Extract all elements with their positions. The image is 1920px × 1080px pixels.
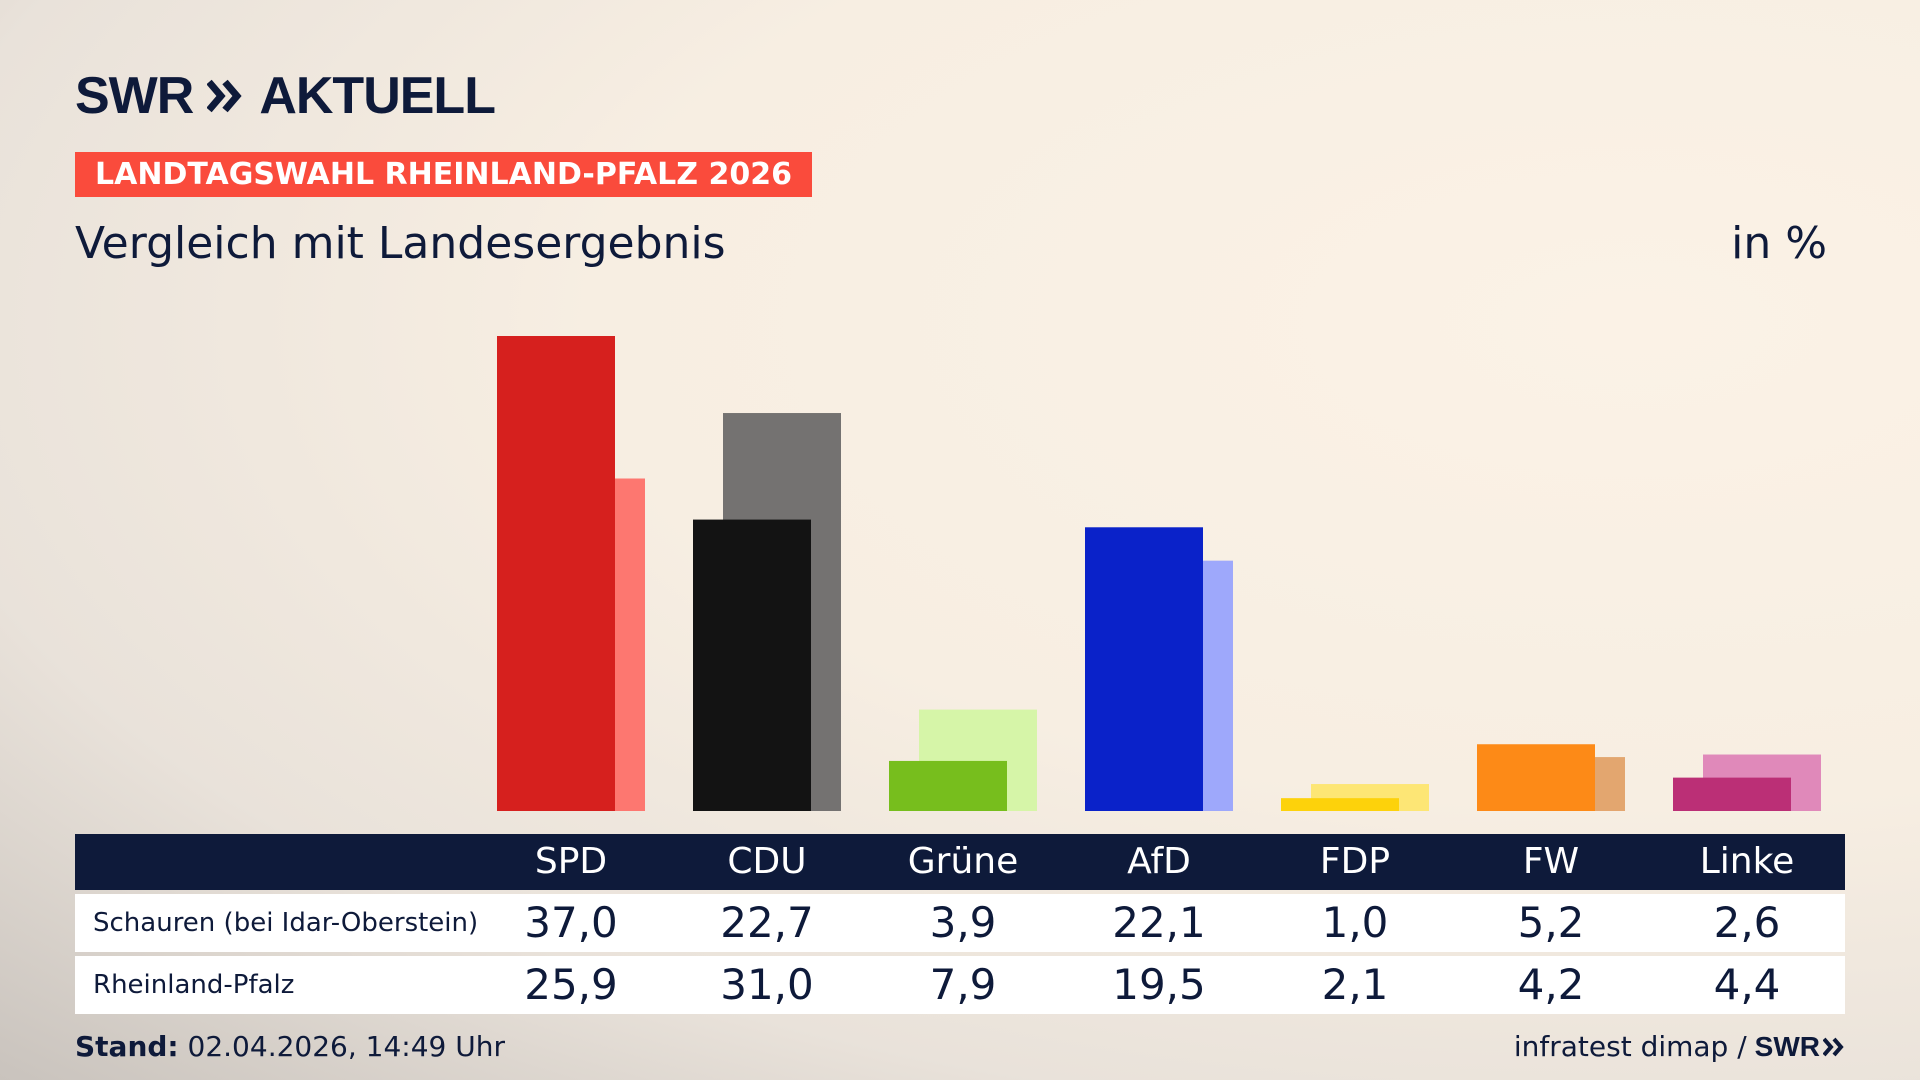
- bar-local-spd: [497, 336, 615, 811]
- election-badge: LANDTAGSWAHL RHEINLAND-PFALZ 2026: [75, 152, 812, 197]
- party-header-spd: SPD: [534, 841, 608, 882]
- logo-swr-text: SWR: [75, 67, 194, 125]
- bar-chart: [497, 336, 1821, 811]
- row-label-local: Schauren (bei Idar-Oberstein): [93, 908, 479, 938]
- value-cell-fdp: 2,1: [1321, 960, 1389, 1009]
- results-table: SPD CDU Grüne AfD FDP FW Linke Schauren (bei I…: [75, 834, 1845, 1014]
- stand-label: Stand:: [75, 1030, 179, 1063]
- table-row: Schauren (bei Idar-Oberstein) 37,0 22,7 3,…: [75, 894, 1845, 952]
- unit-label: in %: [1731, 218, 1827, 269]
- swr-small-logo: SWR: [1755, 1031, 1845, 1063]
- value-cell-afd: 22,1: [1112, 898, 1206, 947]
- stand-value: 02.04.2026, 14:49 Uhr: [187, 1030, 505, 1063]
- value-cell-linke: 4,4: [1713, 960, 1781, 1009]
- value-cell-spd: 25,9: [524, 960, 618, 1009]
- table-row: Rheinland-Pfalz 25,9 31,0 7,9 19,5 2,1 4,2 4,4: [75, 956, 1845, 1014]
- value-cell-cdu: 22,7: [720, 898, 814, 947]
- row-label-state: Rheinland-Pfalz: [93, 970, 295, 1000]
- value-cell-afd: 19,5: [1112, 960, 1206, 1009]
- source-text: infratest dimap /: [1513, 1030, 1747, 1063]
- table-header: SPD CDU Grüne AfD FDP FW Linke: [75, 834, 1845, 890]
- swr-small-text: SWR: [1754, 1030, 1820, 1062]
- swr-aktuell-logo: SWR AKTUELL: [75, 66, 496, 126]
- chart-subtitle: Vergleich mit Landesergebnis: [75, 218, 726, 269]
- logo-aktuell-text: AKTUELL: [259, 67, 496, 125]
- footer-stand: Stand: 02.04.2026, 14:49 Uhr: [75, 1030, 505, 1063]
- value-cell-gruene: 7,9: [929, 960, 997, 1009]
- party-header-fdp: FDP: [1319, 841, 1391, 882]
- value-cell-fw: 5,2: [1517, 898, 1585, 947]
- party-header-linke: Linke: [1699, 841, 1795, 882]
- bar-local-cdu: [693, 519, 811, 811]
- footer-source: infratest dimap / SWR: [1514, 1030, 1845, 1063]
- party-header-fw: FW: [1522, 841, 1580, 882]
- bar-local-linke: [1673, 777, 1791, 811]
- double-chevron-icon: [207, 79, 242, 113]
- bar-local-afd: [1085, 527, 1203, 811]
- value-cell-fdp: 1,0: [1321, 898, 1389, 947]
- value-cell-linke: 2,6: [1713, 898, 1781, 947]
- bar-local-fdp: [1281, 798, 1399, 811]
- bar-local-gruene: [889, 760, 1007, 811]
- party-header-afd: AfD: [1127, 841, 1191, 882]
- value-cell-fw: 4,2: [1517, 960, 1585, 1009]
- party-header-gruene: Grüne: [907, 841, 1019, 882]
- value-cell-gruene: 3,9: [929, 898, 997, 947]
- value-cell-spd: 37,0: [524, 898, 618, 947]
- party-header-cdu: CDU: [727, 841, 807, 882]
- bar-local-fw: [1477, 744, 1595, 811]
- value-cell-cdu: 31,0: [720, 960, 814, 1009]
- double-chevron-icon: [1823, 1037, 1844, 1056]
